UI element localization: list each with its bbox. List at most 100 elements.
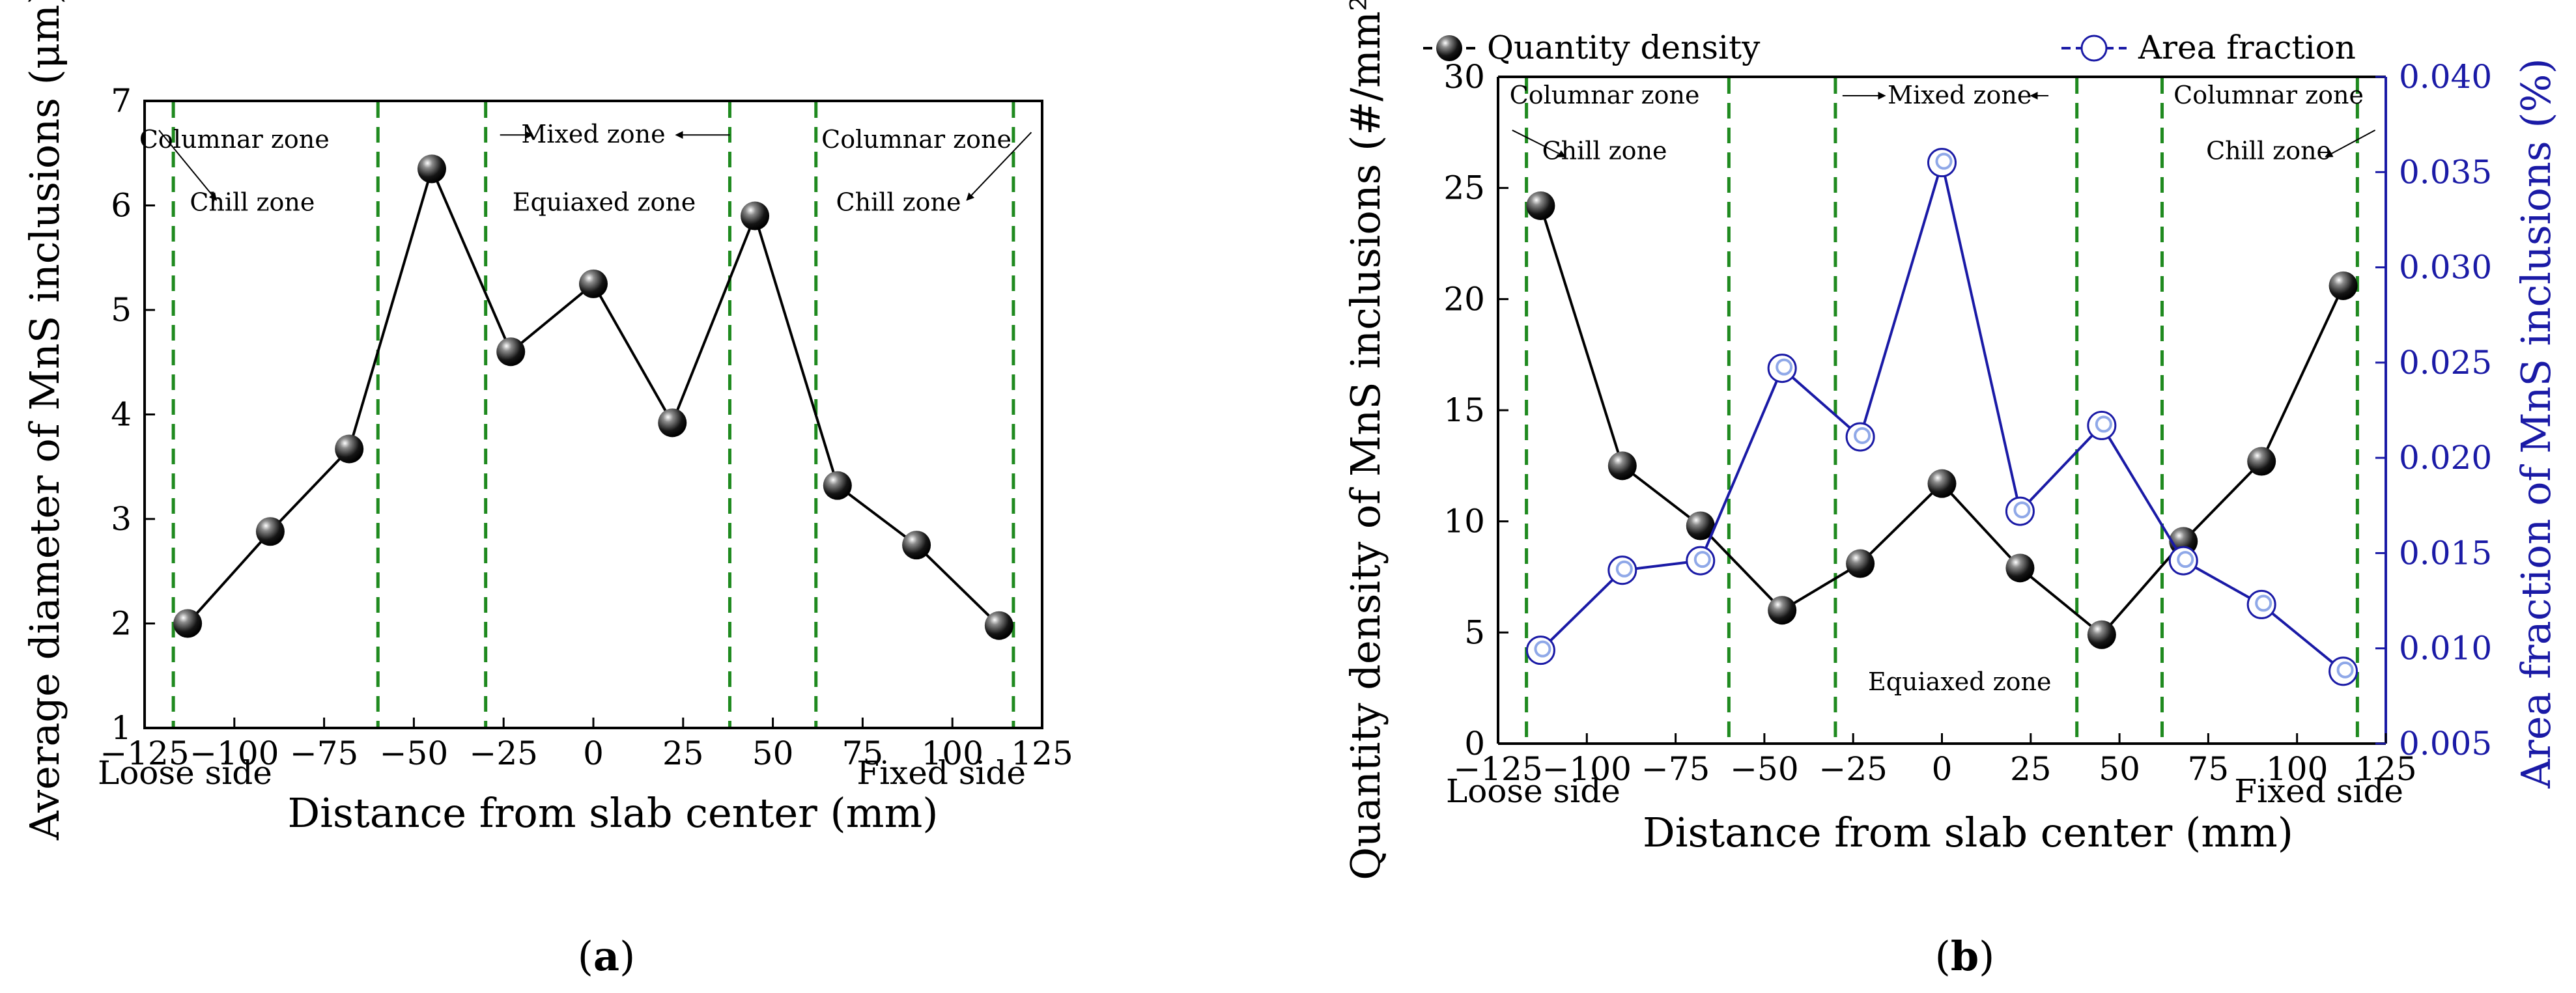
zone-label: Equiaxed zone xyxy=(513,188,696,217)
zone-label: Chill zone xyxy=(1542,136,1667,165)
y-tick-label: 6 xyxy=(111,187,132,225)
data-point xyxy=(984,611,1013,640)
data-point xyxy=(823,471,852,500)
zone-label: Columnar zone xyxy=(1510,81,1700,109)
data-point xyxy=(579,269,608,298)
data-point-area-fraction-inner xyxy=(2255,594,2272,612)
y-tick-label: 15 xyxy=(1443,391,1485,429)
y-tick-label-right: 0.005 xyxy=(2399,725,2492,762)
zone-label: Columnar zone xyxy=(821,125,1012,154)
y-tick-label-right: 0.040 xyxy=(2399,58,2492,96)
x-tick-label: 50 xyxy=(752,734,794,772)
data-point-area-fraction-inner xyxy=(1693,551,1711,568)
data-point-quantity-density xyxy=(1526,191,1555,220)
zone-label: Columnar zone xyxy=(139,125,330,154)
data-point xyxy=(255,517,285,546)
y-tick-label: 7 xyxy=(111,82,132,120)
x-tick-label: −100 xyxy=(190,734,279,772)
y-tick-label: 5 xyxy=(111,291,132,329)
y-tick-label: 0 xyxy=(1464,725,1485,762)
loose-side-label: Loose side xyxy=(98,754,272,792)
data-point-area-fraction-inner xyxy=(2013,501,2031,519)
y-tick-label-right: 0.025 xyxy=(2399,344,2492,382)
x-tick-label: −75 xyxy=(290,734,359,772)
x-tick-label: 125 xyxy=(1011,734,1073,772)
data-point xyxy=(902,531,931,560)
data-point-area-fraction-inner xyxy=(2336,661,2354,678)
data-point-area-fraction-inner xyxy=(1854,427,1871,444)
data-point-quantity-density xyxy=(1686,511,1715,540)
x-tick-label: −125 xyxy=(100,734,189,772)
y-tick-label-right: 0.030 xyxy=(2399,249,2492,287)
x-tick-label: 100 xyxy=(2266,750,2328,788)
series-line-area-fraction xyxy=(1540,157,2344,673)
chill-arrow-left xyxy=(1512,130,1566,158)
legend-marker-area-fraction xyxy=(2080,35,2108,62)
y-tick-label: 5 xyxy=(1464,613,1485,651)
data-point xyxy=(417,154,446,184)
y-axis-title: Average diameter of MnS inclusions (μm) xyxy=(21,0,68,841)
data-point xyxy=(173,609,203,638)
data-point-area-fraction-inner xyxy=(1776,358,1793,376)
y-axis-title-right: Area fraction of MnS inclusions (%) xyxy=(2512,58,2560,789)
x-tick-label: −25 xyxy=(469,734,538,772)
y-tick-label-right: 0.020 xyxy=(2399,439,2492,477)
x-tick-label: −50 xyxy=(1730,750,1799,788)
data-point xyxy=(335,434,364,464)
data-point xyxy=(658,408,687,438)
panel-label: (b) xyxy=(1935,932,1995,980)
y-tick-label: 1 xyxy=(111,709,132,747)
y-tick-label: 25 xyxy=(1443,169,1485,207)
chill-arrow-left xyxy=(158,130,218,201)
x-tick-label: −75 xyxy=(1641,750,1710,788)
x-tick-label: 50 xyxy=(2099,750,2140,788)
y-tick-label: 20 xyxy=(1443,280,1485,318)
series-line xyxy=(186,165,1000,627)
y-axis-title: Quantity density of MnS inclusions (#/mm… xyxy=(1342,0,1389,880)
zone-label: Mixed zone xyxy=(521,120,665,148)
panel-label-part: ) xyxy=(619,932,635,980)
panel-label-part: ( xyxy=(578,932,593,980)
x-tick-label: −125 xyxy=(1453,750,1542,788)
zone-label: Columnar zone xyxy=(2173,81,2364,109)
data-point-quantity-density xyxy=(1927,469,1957,498)
chill-arrow-right xyxy=(2325,130,2376,158)
fixed-side-label: Fixed side xyxy=(2234,772,2403,810)
data-point-area-fraction-inner xyxy=(2177,551,2194,568)
panel-label-part: ) xyxy=(1979,932,1994,980)
y-tick-label-right: 0.015 xyxy=(2399,534,2492,572)
data-point-quantity-density xyxy=(1846,549,1875,578)
zone-label: Chill zone xyxy=(836,188,961,217)
zone-label: Chill zone xyxy=(2206,136,2331,165)
x-axis-title: Distance from slab center (mm) xyxy=(288,789,939,837)
x-tick-label: −50 xyxy=(380,734,449,772)
data-point xyxy=(741,201,770,231)
panel-label-part: b xyxy=(1951,932,1979,980)
legend-label-quantity-density: Quantity density xyxy=(1487,29,1761,66)
x-axis-title: Distance from slab center (mm) xyxy=(1643,809,2293,856)
y-tick-label: 2 xyxy=(111,605,132,643)
panel-label: (a) xyxy=(578,932,636,980)
x-tick-label: −25 xyxy=(1819,750,1888,788)
data-point-quantity-density xyxy=(2247,447,2276,476)
data-point-area-fraction-inner xyxy=(1615,560,1633,578)
data-point-area-fraction-inner xyxy=(1534,640,1551,658)
x-tick-label: 0 xyxy=(583,734,604,772)
x-tick-label: 0 xyxy=(1932,750,1953,788)
legend-label-area-fraction: Area fraction xyxy=(2138,29,2356,66)
x-tick-label: 25 xyxy=(2010,750,2052,788)
x-tick-label: 75 xyxy=(2188,750,2229,788)
y-tick-label-right: 0.035 xyxy=(2399,153,2492,191)
y-tick-label-right: 0.010 xyxy=(2399,630,2492,667)
y-tick-label: 10 xyxy=(1443,503,1485,540)
y-tick-label: 3 xyxy=(111,500,132,538)
y-tick-label: 4 xyxy=(111,396,132,434)
panel-label-part: a xyxy=(593,932,619,980)
panel-label-part: ( xyxy=(1935,932,1951,980)
zone-label: Equiaxed zone xyxy=(1868,667,2052,696)
chill-arrow-right xyxy=(966,132,1032,201)
data-point-quantity-density xyxy=(1607,451,1637,481)
panel-b: −125−100 −75 −50 −25 0 25 50 75 100 125 0 5 10 15 20 25… xyxy=(1342,0,2560,980)
data-point-quantity-density xyxy=(2005,553,2035,583)
x-tick-label: 75 xyxy=(842,734,884,772)
